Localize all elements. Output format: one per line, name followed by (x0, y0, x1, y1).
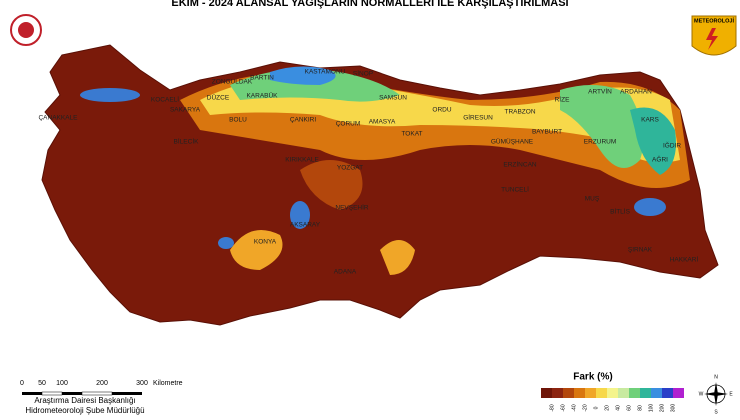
city-label: KARS (641, 117, 659, 124)
city-label: AMASYA (369, 119, 396, 126)
city-label: DÜZCE (207, 94, 230, 102)
city-label: ŞIRNAK (628, 247, 653, 254)
legend-label: 0 (593, 406, 599, 409)
legend-swatch (629, 388, 640, 398)
city-label: ÇORUM (336, 121, 361, 128)
legend-label: -20 (582, 404, 588, 411)
legend-swatch (596, 388, 607, 398)
legend-swatch (618, 388, 629, 398)
legend-swatch (574, 388, 585, 398)
city-label: KIRIKKALE (285, 157, 319, 164)
city-label: TUNCELİ (501, 185, 529, 194)
city-label: BOLU (229, 117, 247, 124)
legend-label: -40 (571, 404, 577, 411)
compass (704, 382, 728, 406)
ministry-logo (10, 14, 42, 46)
city-label: ERZİNCAN (503, 160, 537, 169)
legend-label: 40 (615, 405, 621, 411)
scale-label: 50 (38, 380, 46, 387)
city-label: SAKARYA (170, 107, 201, 114)
city-label: NEVŞEHİR (335, 203, 369, 212)
footer-line1: Araştırma Dairesi Başkanlığı (34, 396, 135, 405)
city-label: ÇANKIRI (290, 117, 317, 124)
city-label: GİRESUN (463, 113, 493, 122)
city-label: TOKAT (401, 131, 422, 138)
city-label: KASTAMONU (305, 69, 346, 76)
legend-swatch (673, 388, 684, 398)
city-label: BİTLİS (610, 207, 631, 216)
city-label: TRABZON (504, 109, 535, 116)
map (41, 44, 719, 326)
compass-letter: E (729, 391, 733, 397)
legend-swatch (607, 388, 618, 398)
city-label: ERZURUM (584, 139, 617, 146)
scale-unit: Kilometre (153, 380, 183, 387)
legend-label: 300 (670, 404, 676, 413)
legend-swatch (662, 388, 673, 398)
city-label: ADANA (334, 269, 357, 276)
scale-label: 300 (136, 380, 148, 387)
city-label: BAYBURT (532, 129, 562, 136)
legend-swatch (552, 388, 563, 398)
city-label: ÇANAKKALE (38, 115, 78, 122)
city-label: MUŞ (585, 196, 600, 203)
city-label: ORDU (432, 107, 451, 114)
compass-letter: S (714, 409, 718, 415)
city-label: KOCAELİ (151, 95, 179, 104)
city-label: SAMSUN (379, 95, 407, 102)
city-label: AKSARAY (290, 222, 321, 229)
city-label: ZONGULDAK (212, 79, 253, 86)
legend-label: -60 (560, 404, 566, 411)
legend-swatch (651, 388, 662, 398)
city-label: BİLECİK (174, 137, 200, 146)
legend-swatch (563, 388, 574, 398)
scale-label: 0 (20, 380, 24, 387)
city-label: GÜMÜŞHANE (491, 138, 534, 146)
city-label: RİZE (555, 95, 570, 104)
legend-label: 20 (604, 405, 610, 411)
city-label: ARDAHAN (620, 89, 652, 96)
legend-swatch (541, 388, 552, 398)
legend-title: Fark (%) (573, 372, 612, 383)
footer-line2: Hidrometeoroloji Şube Müdürlüğü (25, 406, 144, 415)
legend-swatch (640, 388, 651, 398)
legend-swatch (585, 388, 596, 398)
city-label: IĞDIR (663, 141, 681, 150)
compass-letter: N (714, 374, 718, 380)
compass-letter: W (699, 391, 704, 397)
title: EKİM - 2024 ALANSAL YAĞIŞLARIN NORMALLER… (171, 0, 568, 9)
city-label: AĞRI (652, 155, 668, 164)
legend-label: -80 (549, 404, 555, 411)
city-label: KONYA (254, 239, 277, 246)
city-label: BARTIN (250, 75, 274, 82)
legend-label: 100 (648, 404, 654, 413)
city-label: KARABÜK (246, 92, 278, 100)
scale-bar (22, 391, 142, 396)
scale-label: 100 (56, 380, 68, 387)
city-label: ARTVİN (588, 87, 612, 96)
scale-label: 200 (96, 380, 108, 387)
logo-text: METEOROLOJİ (694, 17, 735, 24)
city-label: HAKKARİ (670, 255, 699, 264)
legend-label: 200 (659, 404, 665, 413)
city-label: YOZGAT (337, 165, 363, 172)
legend-label: 60 (626, 405, 632, 411)
legend-label: 80 (637, 405, 643, 411)
meteoroloji-logo: METEOROLOJİ (691, 15, 737, 56)
city-label: SİNOP (353, 69, 373, 78)
